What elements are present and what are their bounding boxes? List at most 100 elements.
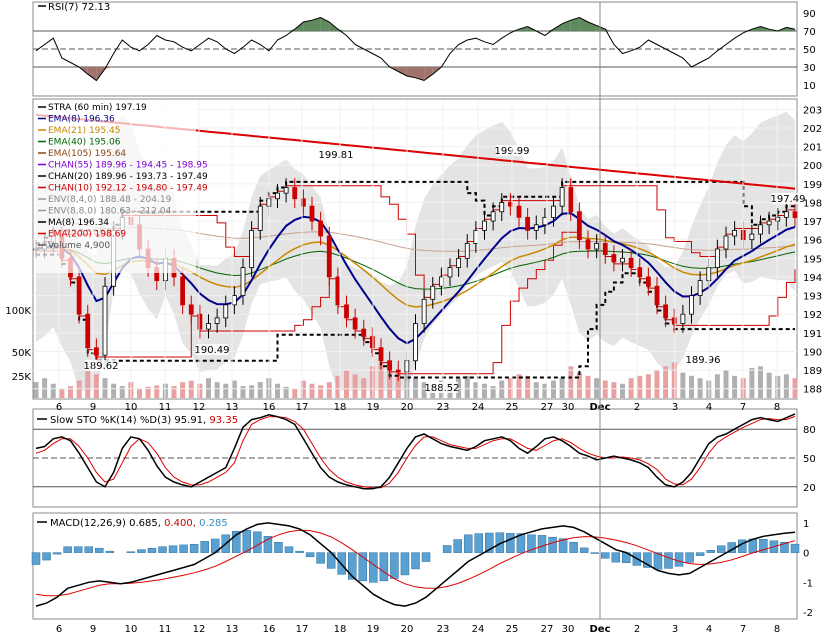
legend-entry: EMA(8) 196.36	[48, 115, 115, 125]
macd-histogram-bar	[716, 545, 726, 553]
candle-body	[335, 276, 341, 306]
rsi-line	[35, 16, 796, 82]
macd-histogram-bar	[73, 546, 83, 553]
volume-bar	[240, 386, 246, 398]
price-tick-label: 202	[803, 124, 822, 135]
chan10-line	[36, 231, 796, 375]
volume-bar	[111, 383, 117, 398]
legend-entry: STRA (60 min) 197.19	[48, 103, 147, 113]
legend-entry: CHAN(55) 189.96 - 194.45 - 198.95	[48, 161, 208, 171]
x-tick-label-bottom: 7	[740, 624, 746, 635]
x-tick-label-top: 7	[740, 402, 746, 413]
price-tick-label: 188	[803, 385, 822, 396]
candle-body	[611, 254, 617, 263]
volume-bar	[542, 383, 548, 398]
candle-body	[792, 211, 798, 218]
price-tick-label: 200	[803, 161, 822, 172]
sto-d-line	[35, 415, 796, 489]
macd-histogram-bar	[284, 546, 294, 553]
sto-legend: Slow STO %K(14) %D(3) 95.91, 93.35	[37, 415, 238, 426]
sto-tick-label: 80	[803, 425, 816, 436]
candle-body	[197, 313, 203, 330]
macd-histogram-bar	[780, 541, 789, 553]
sto-k-line	[35, 413, 796, 490]
candle-body	[689, 295, 694, 315]
candle-body	[585, 239, 591, 250]
x-tick-label-bottom: 9	[90, 624, 96, 635]
volume-bar	[714, 374, 720, 398]
x-tick-label-bottom: 18	[334, 624, 347, 635]
price-tick-label: 201	[803, 143, 822, 154]
candle-body	[223, 304, 229, 319]
candle-body	[680, 313, 686, 324]
volume-bar	[214, 382, 220, 398]
candle-body	[732, 229, 738, 237]
volume-bar	[792, 378, 798, 398]
volume-bar	[188, 380, 194, 398]
legend-entry: MA(8) 196.34	[48, 218, 109, 228]
volume-bar	[283, 386, 289, 398]
x-tick-label-bottom: 13	[226, 624, 239, 635]
macd-histogram-bar	[664, 552, 673, 569]
legend-entry: ENV(8,4,0) 188.48 - 204.19	[48, 195, 172, 205]
macd-histogram-bar	[601, 552, 610, 559]
x-tick-label-bottom: 19	[367, 624, 380, 635]
rsi-tick-label: 90	[803, 9, 816, 20]
volume-bar	[758, 366, 763, 398]
candle-body	[387, 360, 393, 371]
volume-bar	[482, 383, 487, 398]
macd-legend: MACD(12,26,9) 0.685, 0.400, 0.285	[37, 518, 228, 529]
x-tick-label-bottom: 10	[125, 624, 138, 635]
macd-histogram-bar	[442, 545, 452, 553]
macd-histogram-bar	[295, 550, 304, 553]
candle-body	[758, 224, 763, 235]
volume-bar	[387, 367, 393, 398]
volume-bar	[525, 375, 531, 398]
volume-bar	[300, 380, 306, 398]
volume-bar	[369, 366, 375, 398]
price-tick-label: 197	[803, 217, 822, 228]
volume-bar	[645, 374, 651, 398]
candle-body	[490, 211, 496, 222]
candle-body	[188, 304, 194, 315]
macd-histogram-bar	[485, 532, 494, 553]
macd-histogram-bar	[527, 534, 536, 553]
macd-histogram-bar	[189, 544, 199, 553]
volume-bar	[335, 375, 341, 398]
candle-body	[240, 267, 246, 296]
x-tick-label-bottom: 4	[706, 624, 712, 635]
price-tick-label: 191	[803, 329, 822, 340]
macd-histogram-bar	[42, 552, 51, 561]
volume-bar	[464, 375, 470, 398]
volume-bar	[499, 380, 505, 398]
volume-bar	[628, 378, 634, 398]
macd-histogram-bar	[31, 552, 41, 565]
macd-histogram-bar	[179, 544, 188, 553]
rsi-overbought-fill	[303, 20, 312, 31]
price-tick-label: 192	[803, 310, 822, 321]
macd-histogram-bar	[242, 530, 252, 553]
macd-histogram-bar	[84, 546, 93, 553]
volume-bar	[137, 388, 142, 398]
annotation-bg	[772, 193, 804, 204]
volume-bar	[749, 367, 755, 398]
volume-bar	[637, 375, 643, 398]
rsi-overbought-fill	[570, 17, 580, 31]
x-tick-label-top: 19	[367, 402, 380, 413]
x-tick-label-bottom: 12	[193, 624, 206, 635]
candle-body	[93, 347, 99, 356]
macd-signal-line	[35, 529, 796, 597]
candle-body	[421, 298, 427, 324]
volume-bar	[732, 375, 738, 398]
macd-histogram-bar	[474, 533, 483, 553]
candle-body	[697, 280, 703, 296]
rsi-oversold-fill	[424, 67, 433, 81]
x-tick-label-top: 3	[672, 402, 678, 413]
volume-bar	[180, 382, 186, 398]
volume-bar	[102, 378, 108, 398]
candle-body	[352, 317, 358, 330]
macd-histogram-bar	[421, 552, 431, 562]
macd-histogram-bar	[695, 552, 705, 556]
volume-bar	[490, 386, 496, 398]
volume-tick-label: 100K	[5, 306, 31, 317]
